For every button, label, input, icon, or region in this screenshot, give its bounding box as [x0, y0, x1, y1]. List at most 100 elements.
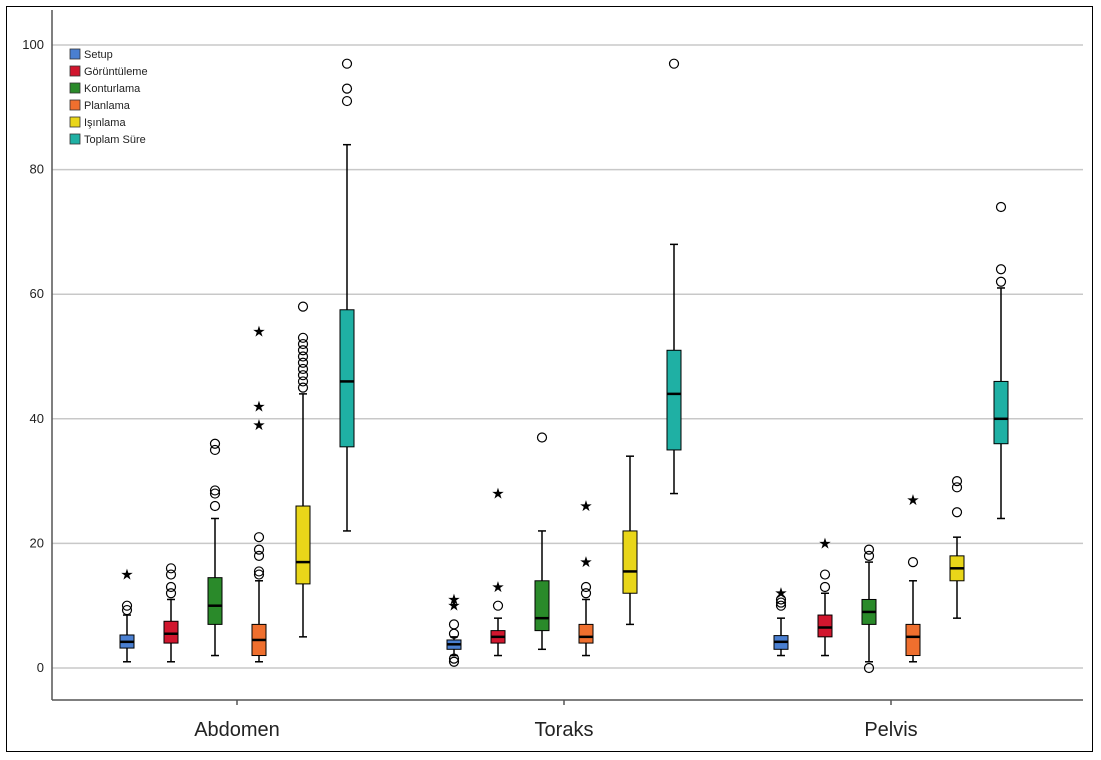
extreme-point: ★: [252, 416, 265, 434]
outlier-point: [297, 376, 309, 387]
outlier-point: [536, 432, 548, 443]
box-planlama-pelvis: ★: [905, 491, 921, 663]
outlier-point: [448, 619, 460, 630]
outlier-point: [951, 507, 963, 518]
outlier-point: [775, 597, 787, 608]
box-görüntüleme-abdomen: [163, 563, 179, 663]
outlier-point: [253, 532, 265, 543]
extreme-point: ★: [447, 590, 460, 608]
box-iqr: [207, 577, 223, 625]
outlier-point: [775, 600, 787, 611]
legend: Setup Görüntüleme Konturlama Planlama Işınla…: [69, 48, 148, 146]
box-konturlama-toraks: [534, 432, 550, 651]
outlier-point: [668, 58, 680, 69]
box-işınlama-pelvis: [949, 476, 965, 619]
extreme-point: ★: [579, 553, 592, 571]
legend-label: Konturlama: [84, 83, 141, 95]
box-setup-abdomen: ★: [119, 566, 135, 663]
outlier-point: [209, 488, 221, 499]
box-görüntüleme-pelvis: ★: [817, 534, 833, 657]
outlier-point: [121, 600, 133, 611]
outlier-point: [341, 58, 353, 69]
outlier-point: [297, 345, 309, 356]
legend-label: Planlama: [84, 100, 131, 112]
y-tick-label: 60: [30, 286, 44, 301]
outlier-point: [253, 566, 265, 577]
extreme-point: ★: [252, 323, 265, 341]
outlier-point: [448, 653, 460, 664]
box-konturlama-pelvis: [861, 544, 877, 674]
outlier-point: [341, 83, 353, 94]
outlier-point: [775, 594, 787, 605]
legend-label: Işınlama: [84, 117, 126, 129]
legend-swatch: [69, 133, 81, 145]
outlier-point: [863, 544, 875, 555]
outlier-point: [165, 588, 177, 599]
outlier-point: [297, 338, 309, 350]
box-setup-pelvis: ★: [773, 584, 789, 657]
x-category-label: Pelvis: [864, 719, 917, 741]
box-iqr: [666, 349, 682, 451]
outlier-point: [209, 485, 221, 496]
outlier-point: [863, 662, 875, 674]
outlier-point: [297, 357, 309, 368]
box-işınlama-abdomen: [295, 301, 311, 638]
outlier-point: [297, 332, 309, 343]
box-iqr: [622, 530, 638, 594]
outlier-point: [819, 569, 831, 580]
y-tick-label: 40: [30, 411, 44, 426]
outlier-point: [209, 500, 221, 512]
outlier-point: [165, 581, 177, 593]
extreme-point: ★: [774, 584, 787, 602]
outlier-point: [121, 604, 133, 616]
outlier-point: [907, 556, 919, 568]
outlier-point: [995, 276, 1007, 287]
legend-label: Setup: [84, 49, 113, 61]
box-setup-toraks: ★★: [446, 590, 462, 667]
outlier-point: [209, 444, 221, 456]
box-görüntüleme-toraks: ★★: [490, 485, 506, 657]
outlier-point: [297, 363, 309, 375]
box-planlama-toraks: ★★: [578, 497, 594, 657]
box-iqr: [339, 309, 355, 448]
outlier-point: [253, 550, 265, 561]
outlier-point: [297, 382, 309, 393]
outlier-point: [995, 264, 1007, 275]
box-planlama-abdomen: ★★★: [251, 323, 267, 663]
outlier-point: [297, 370, 309, 381]
legend-swatch: [69, 48, 81, 60]
outlier-point: [253, 569, 265, 580]
extreme-point: ★: [818, 534, 831, 552]
legend-swatch: [69, 82, 81, 94]
outlier-point: [297, 301, 309, 312]
box-iqr: [163, 620, 179, 644]
box-iqr: [295, 505, 311, 585]
outlier-point: [448, 656, 460, 667]
extreme-point: ★: [447, 597, 460, 615]
box-iqr: [993, 380, 1009, 445]
outlier-point: [165, 569, 177, 580]
x-axis-categories: Abdomen Toraks Pelvis: [194, 700, 918, 741]
box-toplam-süre-abdomen: [339, 58, 355, 532]
legend-swatch: [69, 116, 81, 128]
box-iqr: [817, 614, 833, 638]
legend-swatch: [69, 65, 81, 77]
box-konturlama-abdomen: [207, 438, 223, 657]
box-iqr: [905, 623, 921, 657]
outlier-point: [995, 201, 1007, 213]
y-tick-label: 0: [37, 660, 44, 675]
box-iqr: [534, 580, 550, 632]
y-tick-label: 80: [30, 162, 44, 177]
y-tick-label: 100: [22, 37, 44, 52]
box-toplam-süre-pelvis: [993, 201, 1009, 520]
y-axis-ticks: 0 20 40 60 80 100: [22, 37, 44, 675]
axes: [51, 10, 1083, 701]
outlier-point: [863, 550, 875, 561]
box-toplam-süre-toraks: [666, 58, 682, 495]
outlier-point: [297, 351, 309, 362]
extreme-point: ★: [906, 491, 919, 509]
extreme-point: ★: [579, 497, 592, 515]
y-tick-label: 20: [30, 535, 44, 550]
extreme-point: ★: [120, 566, 133, 584]
